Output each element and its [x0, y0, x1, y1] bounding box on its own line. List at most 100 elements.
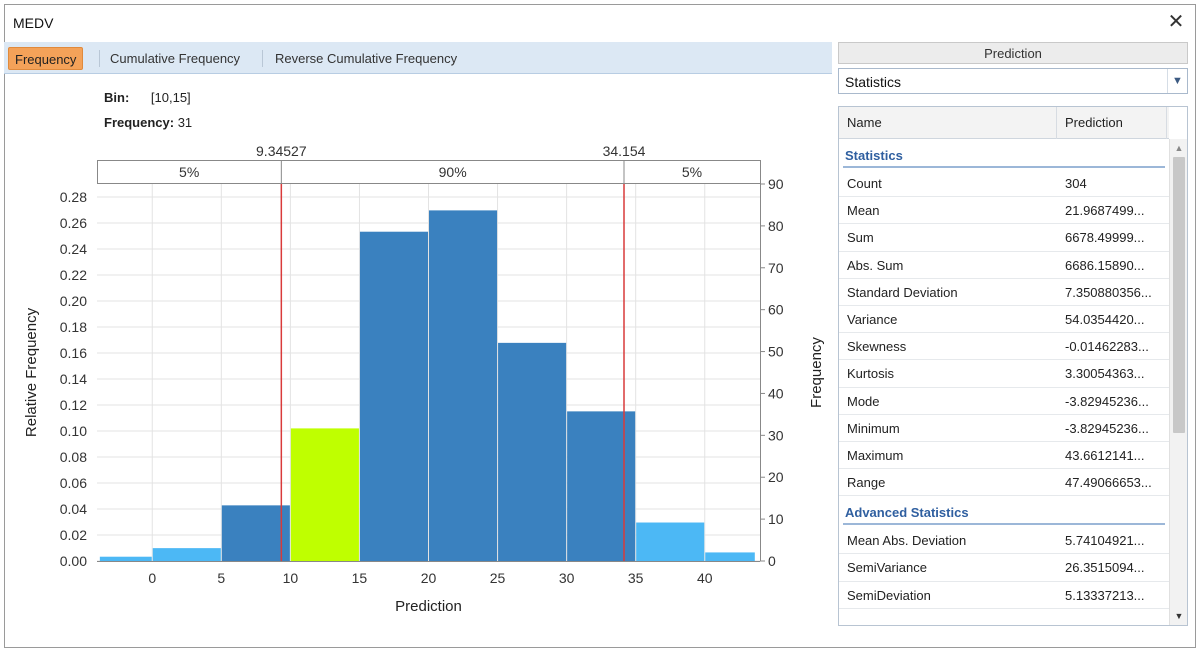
y-tick-label: 0.14 [60, 371, 87, 387]
stat-value: 3.30054363... [1065, 366, 1145, 382]
y2-axis-title: Frequency [808, 337, 825, 408]
table-row[interactable]: Variance 54.0354420... [839, 306, 1169, 334]
y-tick-label: 0.28 [60, 189, 87, 205]
y2-tick-label: 40 [768, 385, 784, 401]
histogram-chart[interactable]: 0.00 0.02 0.04 0.06 0.08 0.10 0.12 0.14 0.16 0.18… [0, 0, 840, 640]
stat-name: Mean Abs. Deviation [847, 533, 967, 549]
dropdown-value: Statistics [845, 74, 902, 90]
bin-info: Bin: [10,15] [104, 90, 191, 105]
tab-separator [99, 50, 100, 67]
stat-name: Range [847, 475, 886, 491]
percentile-band-box [97, 160, 761, 184]
section-header: Statistics [839, 139, 1169, 170]
table-row[interactable]: Kurtosis 3.30054363... [839, 360, 1169, 388]
tab-reverse-cumulative-frequency[interactable]: Reverse Cumulative Frequency [275, 51, 458, 66]
table-row[interactable]: Mean Abs. Deviation 5.74104921... [839, 527, 1169, 555]
y-tick-label: 0.24 [60, 241, 87, 257]
y-tick-label: 0.02 [60, 527, 87, 543]
bin-label: Bin: [104, 90, 130, 105]
stat-name: Mean [847, 203, 880, 219]
scroll-down-icon[interactable]: ▼ [1174, 611, 1184, 621]
column-header-name[interactable]: Name [839, 107, 1057, 139]
stat-value: 26.3515094... [1065, 560, 1145, 576]
percentile-marker-label: 34.154 [603, 143, 646, 159]
band-label: 5% [682, 164, 702, 180]
table-row[interactable]: Mode -3.82945236... [839, 388, 1169, 415]
stat-value: 7.350880356... [1065, 284, 1152, 300]
grid-rows: Statistics Count 304 Mean 21.9687499... Sum 66… [839, 139, 1169, 609]
table-row[interactable]: Abs. Sum 6686.15890... [839, 252, 1169, 279]
x-tick-label: 20 [421, 570, 437, 586]
tab-cumulative-frequency[interactable]: Cumulative Frequency [110, 51, 241, 66]
tab-separator [262, 50, 263, 67]
stat-name: Count [847, 176, 882, 191]
stat-name: Mode [847, 393, 880, 409]
table-row[interactable]: Range 47.49066653... [839, 469, 1169, 497]
histogram-bar[interactable] [152, 548, 221, 561]
table-row[interactable]: Minimum -3.82945236... [839, 415, 1169, 442]
table-row[interactable]: Maximum 43.6612141... [839, 442, 1169, 470]
stat-value: 6686.15890... [1065, 257, 1145, 273]
scroll-thumb[interactable] [1173, 157, 1185, 433]
band-label: 90% [439, 164, 467, 180]
window-title: MEDV [13, 15, 54, 31]
stat-name: SemiVariance [847, 560, 927, 576]
y2-tick-label: 90 [768, 176, 784, 192]
histogram-bar[interactable] [498, 342, 567, 561]
statistics-dropdown[interactable]: Statistics ▼ [838, 68, 1188, 94]
y2-tick-label: 0 [768, 553, 776, 569]
table-row[interactable]: SemiDeviation 5.13337213... [839, 582, 1169, 609]
stat-value: -3.82945236... [1065, 420, 1149, 436]
y2-tick-label: 70 [768, 260, 784, 276]
stat-name: Minimum [847, 420, 900, 436]
table-row[interactable]: Standard Deviation 7.350880356... [839, 279, 1169, 306]
stat-value: 47.49066653... [1065, 475, 1152, 491]
y-tick-label: 0.22 [60, 267, 87, 283]
histogram-bar[interactable] [429, 210, 498, 561]
stat-name: Skewness [847, 339, 907, 355]
close-icon[interactable]: ✕ [1167, 11, 1185, 33]
stat-value: 5.74104921... [1065, 533, 1145, 549]
table-row[interactable]: Skewness -0.01462283... [839, 333, 1169, 361]
table-row[interactable]: Mean 21.9687499... [839, 197, 1169, 225]
stat-name: SemiDeviation [847, 587, 931, 603]
histogram-bar[interactable] [221, 505, 290, 561]
stat-value: 6678.49999... [1065, 230, 1145, 246]
y-tick-label: 0.18 [60, 319, 87, 335]
histogram-bar[interactable] [705, 552, 755, 561]
x-tick-label: 15 [352, 570, 368, 586]
x-tick-label: 30 [559, 570, 575, 586]
y2-tick-label: 10 [768, 511, 784, 527]
stat-value: 304 [1065, 176, 1087, 191]
stat-value: 54.0354420... [1065, 311, 1145, 327]
histogram-bar[interactable] [99, 556, 152, 561]
tab-frequency[interactable]: Frequency [8, 47, 84, 70]
stat-value: 43.6612141... [1065, 447, 1145, 463]
x-tick-label: 5 [217, 570, 225, 586]
y2-tick-label: 80 [768, 218, 784, 234]
histogram-bar[interactable] [290, 428, 359, 561]
table-row[interactable]: Count 304 [839, 170, 1169, 198]
histogram-bar[interactable] [567, 411, 636, 561]
histogram-bar[interactable] [359, 231, 428, 561]
y-tick-label: 0.10 [60, 423, 87, 439]
grid-scrollbar[interactable]: ▲ ▼ [1169, 139, 1187, 625]
percentile-marker-label: 9.34527 [256, 143, 307, 159]
title-bar: MEDV ✕ [5, 5, 1195, 41]
stat-value: 21.9687499... [1065, 203, 1145, 219]
scroll-up-icon[interactable]: ▲ [1174, 143, 1184, 153]
histogram-bar[interactable] [636, 522, 705, 561]
column-header-prediction[interactable]: Prediction [1057, 107, 1167, 139]
chevron-down-icon[interactable]: ▼ [1167, 69, 1187, 93]
prediction-panel: Prediction Statistics ▼ Name Prediction … [838, 42, 1188, 626]
table-row[interactable]: Sum 6678.49999... [839, 224, 1169, 252]
grid-header: Name Prediction [839, 107, 1169, 139]
section-title: Advanced Statistics [845, 505, 969, 521]
stat-name: Variance [847, 311, 898, 327]
x-tick-label: 40 [697, 570, 713, 586]
table-row[interactable]: SemiVariance 26.3515094... [839, 554, 1169, 582]
section-title: Statistics [845, 148, 903, 163]
chart-tab-bar: Frequency Cumulative Frequency Reverse C… [4, 42, 832, 74]
x-tick-label: 25 [490, 570, 506, 586]
y-tick-label: 0.12 [60, 397, 87, 413]
